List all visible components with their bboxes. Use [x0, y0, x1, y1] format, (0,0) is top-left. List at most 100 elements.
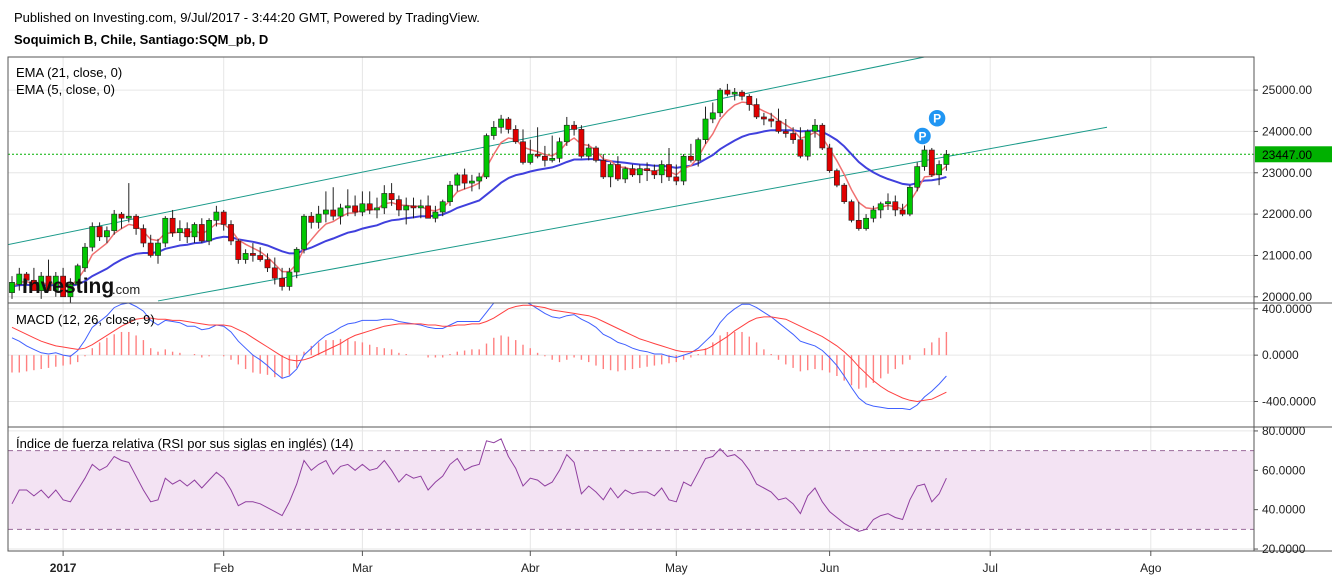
- y-tick-label: 40.0000: [1262, 503, 1306, 517]
- candle-body: [651, 170, 658, 176]
- candle-body: [666, 164, 672, 178]
- candle: [417, 199, 424, 219]
- candle-body: [410, 205, 417, 209]
- candle: [30, 267, 37, 291]
- x-tick-label: Jul: [983, 561, 998, 575]
- candle-body: [687, 155, 694, 161]
- candle-body: [184, 228, 191, 238]
- ema21-line: [11, 129, 947, 288]
- candle-body: [658, 164, 665, 176]
- candle-body: [308, 215, 315, 223]
- candle-body: [614, 164, 621, 180]
- candle-body: [228, 224, 234, 242]
- candle: [125, 183, 132, 223]
- candle: [943, 150, 950, 171]
- candle-body: [768, 118, 775, 122]
- candle: [184, 222, 191, 244]
- candle-body: [425, 205, 431, 219]
- candle: [571, 121, 577, 136]
- candle-body: [439, 201, 446, 213]
- pivot-marker-circle: [927, 108, 947, 128]
- candle-body: [417, 205, 424, 209]
- candle-body: [512, 129, 519, 143]
- candle: [563, 116, 570, 146]
- candle-body: [447, 184, 453, 203]
- candle-body: [709, 112, 716, 120]
- candle: [899, 203, 906, 217]
- candle: [133, 214, 139, 235]
- pivot-marker: P: [912, 126, 933, 146]
- candle: [753, 98, 760, 120]
- candle: [381, 185, 388, 215]
- candle-body: [67, 284, 74, 298]
- candle-body: [220, 211, 227, 225]
- candle: [848, 199, 855, 223]
- price-scale[interactable]: 20000.00 21000.00 22000.00 23000.00 24000.00…: [1254, 83, 1332, 556]
- candle-body: [169, 217, 176, 234]
- candle-body: [585, 147, 592, 157]
- legend-ema21: EMA (21, close, 0): [16, 65, 122, 80]
- candle: [906, 185, 913, 217]
- candle: [833, 168, 840, 188]
- candle: [45, 259, 52, 291]
- candle: [527, 139, 534, 165]
- rsi-panel: [8, 438, 1254, 532]
- candle: [585, 143, 592, 161]
- candle: [498, 114, 504, 134]
- candle-body: [191, 224, 198, 238]
- candle: [228, 220, 234, 246]
- candle: [468, 174, 475, 192]
- candle-body: [855, 220, 862, 229]
- candle: [220, 209, 227, 231]
- candle-body: [695, 139, 702, 161]
- candle-body: [271, 267, 278, 279]
- candle: [191, 222, 198, 244]
- symbol-title: Soquimich B, Chile, Santiago:SQM_pb, D: [14, 32, 269, 47]
- macd-line: [11, 303, 947, 411]
- candle: [928, 147, 935, 177]
- candle: [885, 193, 891, 210]
- candle: [687, 143, 694, 163]
- candle: [768, 112, 775, 128]
- candle-body: [797, 139, 804, 157]
- time-scale[interactable]: 2017 Feb Mar Abr May Jun Jul Ago: [50, 551, 1162, 575]
- candle-body: [23, 273, 30, 281]
- candle-body: [264, 259, 271, 269]
- candle-body: [30, 279, 37, 291]
- candle-body: [746, 95, 753, 105]
- candle-body: [724, 89, 731, 95]
- candle-body: [403, 205, 410, 211]
- candle: [96, 222, 103, 241]
- candle-body: [381, 193, 388, 209]
- candle: [9, 276, 15, 299]
- candle: [293, 247, 300, 279]
- candle: [162, 216, 169, 248]
- candle: [826, 143, 833, 173]
- y-tick-label: 400.0000: [1262, 302, 1312, 316]
- candle: [23, 271, 30, 285]
- candle-body: [279, 277, 285, 287]
- candle-body: [89, 226, 96, 248]
- candle: [797, 127, 804, 159]
- candle: [344, 189, 351, 217]
- indicator-legends: EMA (21, close, 0) EMA (5, close, 0) MAC…: [16, 65, 353, 451]
- candle: [812, 119, 818, 138]
- candle-body: [352, 205, 358, 213]
- candle: [651, 164, 658, 179]
- candle: [731, 88, 738, 101]
- candle-body: [782, 131, 789, 134]
- candle: [242, 249, 249, 264]
- candle: [104, 226, 110, 244]
- candle-body: [468, 180, 475, 184]
- candle: [717, 88, 723, 117]
- candle-body: [702, 118, 709, 140]
- candle-body: [505, 118, 512, 130]
- candle-body: [206, 220, 212, 242]
- y-tick-label: 80.0000: [1262, 424, 1306, 438]
- candle: [111, 209, 118, 235]
- x-tick-label: Mar: [352, 561, 373, 575]
- candle-body: [906, 186, 913, 215]
- candle-body: [892, 201, 899, 211]
- candle-body: [330, 209, 337, 217]
